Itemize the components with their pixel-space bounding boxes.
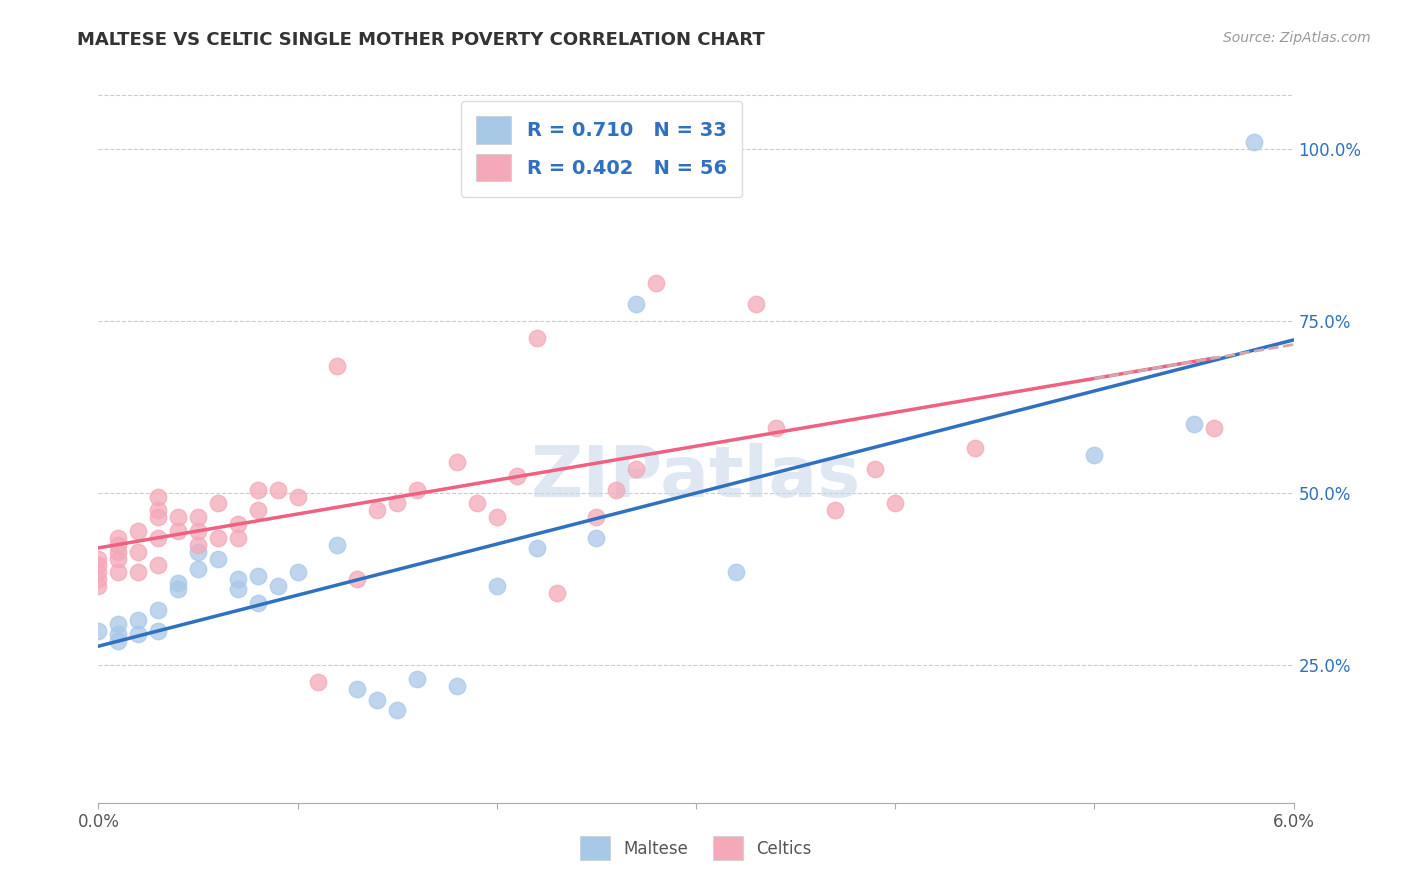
Legend: Maltese, Celtics: Maltese, Celtics [574, 830, 818, 867]
Point [506, 469, 529, 483]
Point [605, 483, 627, 497]
Point [1202, 421, 1225, 435]
Point [645, 277, 668, 291]
Point [865, 462, 887, 476]
Point [963, 442, 986, 456]
Point [267, 579, 290, 593]
Point [127, 524, 149, 538]
Point [107, 616, 129, 631]
Point [148, 558, 170, 573]
Point [87, 579, 110, 593]
Point [246, 483, 269, 497]
Point [148, 503, 170, 517]
Point [685, 132, 707, 146]
Point [546, 586, 568, 600]
Point [127, 544, 149, 558]
Point [585, 531, 607, 545]
Text: ZIPatlas: ZIPatlas [531, 443, 860, 512]
Point [107, 544, 129, 558]
Point [366, 692, 388, 706]
Point [87, 572, 110, 586]
Point [148, 603, 170, 617]
Point [107, 531, 129, 545]
Point [226, 531, 249, 545]
Point [246, 568, 269, 582]
Point [87, 624, 110, 638]
Point [167, 582, 190, 597]
Point [187, 562, 209, 576]
Point [187, 524, 209, 538]
Point [1243, 135, 1265, 149]
Point [226, 572, 249, 586]
Point [187, 544, 209, 558]
Point [148, 531, 170, 545]
Point [246, 503, 269, 517]
Point [87, 558, 110, 573]
Point [346, 682, 368, 697]
Point [724, 566, 747, 580]
Point [824, 503, 846, 517]
Point [267, 483, 290, 497]
Point [226, 517, 249, 532]
Point [1083, 448, 1105, 462]
Point [1182, 417, 1205, 432]
Point [765, 421, 787, 435]
Point [446, 679, 468, 693]
Point [884, 496, 907, 510]
Point [226, 582, 249, 597]
Point [148, 510, 170, 524]
Point [287, 490, 309, 504]
Point [485, 579, 508, 593]
Point [366, 503, 388, 517]
Point [246, 596, 269, 610]
Point [526, 331, 548, 345]
Point [167, 524, 190, 538]
Point [127, 627, 149, 641]
Point [107, 538, 129, 552]
Point [287, 566, 309, 580]
Point [465, 496, 488, 510]
Point [148, 490, 170, 504]
Point [346, 572, 368, 586]
Point [207, 531, 229, 545]
Point [485, 510, 508, 524]
Point [745, 297, 768, 311]
Point [127, 566, 149, 580]
Point [385, 496, 409, 510]
Point [167, 575, 190, 590]
Text: Source: ZipAtlas.com: Source: ZipAtlas.com [1223, 31, 1371, 45]
Y-axis label: Single Mother Poverty: Single Mother Poverty [0, 350, 8, 533]
Point [107, 551, 129, 566]
Point [187, 510, 209, 524]
Point [207, 551, 229, 566]
Point [406, 483, 429, 497]
Point [167, 510, 190, 524]
Point [626, 297, 648, 311]
Text: MALTESE VS CELTIC SINGLE MOTHER POVERTY CORRELATION CHART: MALTESE VS CELTIC SINGLE MOTHER POVERTY … [77, 31, 765, 49]
Point [107, 627, 129, 641]
Point [326, 538, 349, 552]
Point [148, 624, 170, 638]
Point [87, 566, 110, 580]
Point [446, 455, 468, 469]
Point [107, 634, 129, 648]
Point [385, 703, 409, 717]
Point [187, 538, 209, 552]
Point [307, 675, 329, 690]
Point [326, 359, 349, 373]
Point [406, 672, 429, 686]
Point [585, 510, 607, 524]
Point [626, 462, 648, 476]
Point [87, 551, 110, 566]
Point [207, 496, 229, 510]
Point [127, 614, 149, 628]
Point [107, 566, 129, 580]
Point [526, 541, 548, 556]
